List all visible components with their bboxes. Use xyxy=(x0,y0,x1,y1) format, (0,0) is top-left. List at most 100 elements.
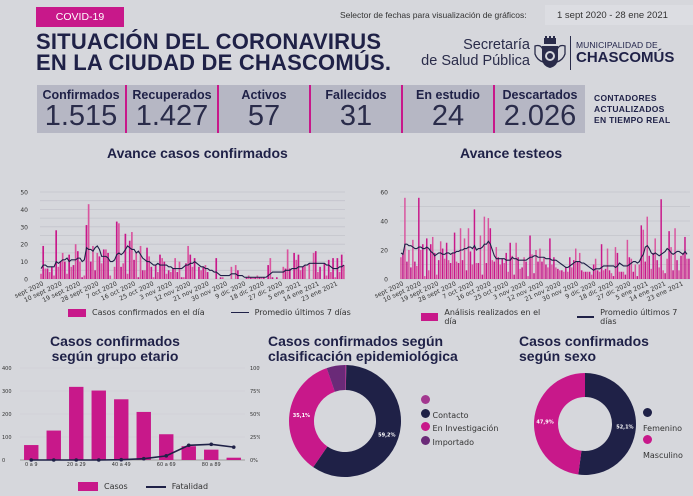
bar xyxy=(678,270,680,279)
bar xyxy=(299,270,302,279)
bar xyxy=(269,258,272,279)
bar xyxy=(513,274,515,279)
bar xyxy=(219,277,222,279)
bar xyxy=(295,259,298,279)
bar xyxy=(189,254,192,279)
bar xyxy=(152,277,155,279)
bar xyxy=(457,263,460,279)
realtime-note: CONTADORES ACTUALIZADOS EN TIEMPO REAL xyxy=(594,93,670,126)
fatality-point xyxy=(186,443,191,448)
bar xyxy=(87,204,90,279)
bar xyxy=(193,258,196,279)
bar xyxy=(463,238,466,279)
fatality-point xyxy=(29,458,34,462)
bar xyxy=(606,248,609,279)
bar xyxy=(126,273,129,279)
bar xyxy=(191,266,194,279)
bar xyxy=(169,272,172,279)
counter-value: 57 xyxy=(247,100,281,132)
bar xyxy=(596,270,599,279)
bar xyxy=(688,258,690,279)
donut-slice xyxy=(534,373,585,475)
bar xyxy=(428,270,430,279)
bar xyxy=(559,270,561,279)
y-tick-label: 300 xyxy=(2,389,12,395)
bar xyxy=(424,276,426,279)
legend-item: Femenino xyxy=(643,408,693,435)
fatality-point xyxy=(209,442,214,447)
bar xyxy=(400,257,402,279)
bar xyxy=(586,271,589,279)
legend-label: Casos confirmados en el día xyxy=(92,308,205,317)
bar xyxy=(275,277,278,279)
bar xyxy=(644,261,647,279)
bar xyxy=(263,277,265,279)
bar xyxy=(51,266,53,279)
bar xyxy=(630,258,633,279)
chart-confirmados-legend: Casos confirmados en el día Promedio últ… xyxy=(68,308,351,317)
legend-label: Femenino xyxy=(643,423,683,433)
donut-slice xyxy=(578,373,636,475)
bar xyxy=(120,266,122,279)
bar xyxy=(92,245,94,279)
bar xyxy=(515,242,517,279)
bar xyxy=(221,277,224,279)
bar xyxy=(260,277,263,279)
bar xyxy=(429,244,432,279)
y-tick-label: 100 xyxy=(2,435,12,441)
chart-sexo-legend: Femenino Masculino xyxy=(643,408,693,462)
bar xyxy=(338,272,341,279)
bar xyxy=(118,223,120,279)
bar xyxy=(475,263,478,279)
chart-confirmados-title: Avance casos confirmados xyxy=(107,145,288,161)
bar xyxy=(330,272,332,279)
bar xyxy=(42,245,45,279)
bar xyxy=(416,265,418,279)
bar xyxy=(584,271,587,279)
bar xyxy=(198,266,200,279)
bar xyxy=(610,273,613,279)
bar xyxy=(254,277,257,279)
bar xyxy=(83,275,86,279)
counter-confirmados: Confirmados 1.515 xyxy=(37,85,127,133)
bar xyxy=(628,257,631,279)
bar xyxy=(646,216,648,279)
bar xyxy=(115,221,118,279)
bar xyxy=(668,231,670,279)
bar xyxy=(662,270,664,279)
bar xyxy=(402,252,404,279)
bar xyxy=(561,270,563,279)
bar xyxy=(113,266,116,279)
y-tick-label: 30 xyxy=(20,224,28,231)
bar xyxy=(72,265,75,279)
bar xyxy=(167,270,170,279)
bar xyxy=(509,242,511,279)
bar xyxy=(150,266,153,279)
bar xyxy=(521,267,523,279)
bar xyxy=(493,261,496,279)
legend-label: Importado xyxy=(432,437,474,447)
bar xyxy=(135,252,138,279)
bar xyxy=(437,260,440,279)
bar xyxy=(40,273,42,279)
legend-dot xyxy=(421,408,430,418)
bar xyxy=(46,268,49,279)
bar xyxy=(230,266,233,279)
bar xyxy=(433,252,436,279)
bar xyxy=(501,258,503,279)
bar xyxy=(410,267,412,279)
bar xyxy=(543,257,545,279)
bar xyxy=(487,218,490,279)
bar xyxy=(565,267,567,279)
bar xyxy=(293,252,295,279)
realtime-line3: EN TIEMPO REAL xyxy=(594,115,671,125)
donut-slice xyxy=(289,368,335,468)
bar xyxy=(497,257,500,279)
bar xyxy=(96,252,99,279)
date-range-selector[interactable]: 1 sept 2020 - 28 ene 2021 xyxy=(545,5,693,25)
legend-item: Contacto xyxy=(421,408,498,423)
y-tick-label: 0 xyxy=(2,458,5,464)
bar xyxy=(431,236,434,279)
bar xyxy=(94,270,96,279)
bar xyxy=(288,268,291,279)
